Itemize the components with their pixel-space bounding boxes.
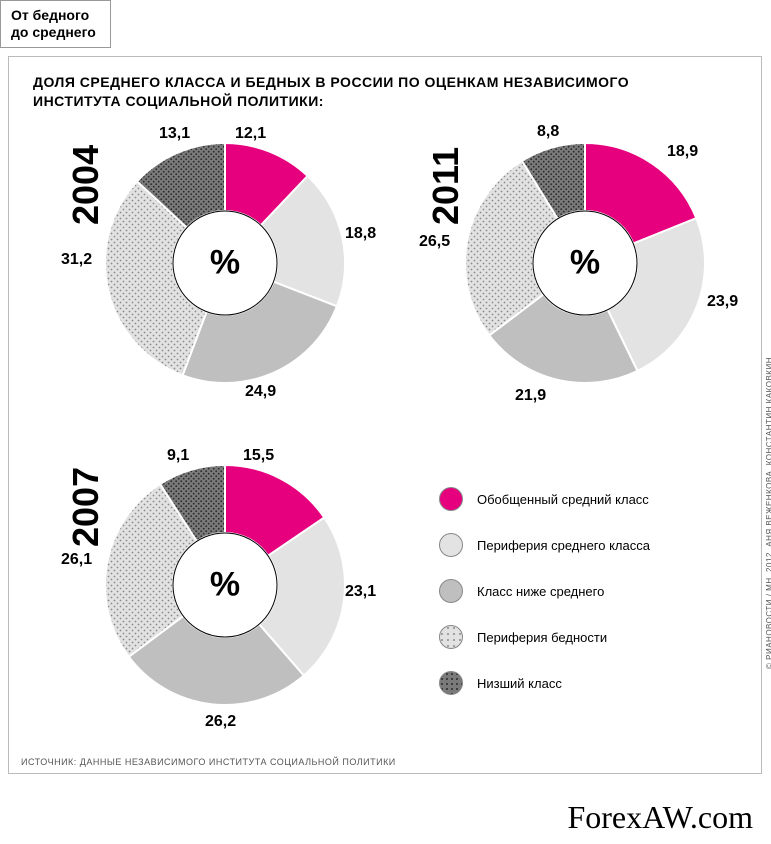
legend-row: Низший класс (439, 671, 739, 695)
legend-label: Низший класс (477, 676, 562, 691)
header-line2: до среднего (11, 24, 96, 40)
slice-value-label: 18,8 (345, 225, 376, 243)
slice-value-label: 18,9 (667, 143, 698, 161)
center-percent: % (210, 566, 240, 605)
slice-value-label: 26,1 (61, 551, 92, 569)
center-percent: % (570, 244, 600, 283)
slice-value-label: 12,1 (235, 125, 266, 143)
legend-label: Обобщенный средний класс (477, 492, 649, 507)
legend-row: Класс ниже среднего (439, 579, 739, 603)
slice-value-label: 9,1 (167, 447, 189, 465)
legend-swatch (439, 625, 463, 649)
legend-label: Класс ниже среднего (477, 584, 604, 599)
legend-row: Обобщенный средний класс (439, 487, 739, 511)
legend-swatch (439, 579, 463, 603)
watermark: ForexAW.com (567, 799, 753, 836)
slice-value-label: 26,2 (205, 713, 236, 731)
slice-value-label: 26,5 (419, 233, 450, 251)
slice-value-label: 31,2 (61, 251, 92, 269)
donut-chart: % (455, 133, 715, 393)
legend-swatch (439, 487, 463, 511)
header-label: От бедного до среднего (0, 0, 111, 48)
slice-value-label: 8,8 (537, 123, 559, 141)
subtitle: ДОЛЯ СРЕДНЕГО КЛАССА И БЕДНЫХ В РОССИИ П… (33, 73, 673, 111)
source-text: ИСТОЧНИК: ДАННЫЕ НЕЗАВИСИМОГО ИНСТИТУТА … (21, 757, 396, 767)
side-credit: © РИАНОВОСТИ / МН, 2012, АНЯ ВЕЖЕНКОВА, … (765, 357, 771, 669)
legend: Обобщенный средний класс Периферия средне… (439, 487, 739, 717)
legend-label: Периферия среднего класса (477, 538, 650, 553)
legend-label: Периферия бедности (477, 630, 607, 645)
slice-value-label: 24,9 (245, 383, 276, 401)
legend-swatch (439, 671, 463, 695)
center-percent: % (210, 244, 240, 283)
slice-value-label: 23,1 (345, 583, 376, 601)
header-line1: От бедного (11, 7, 89, 23)
legend-row: Периферия бедности (439, 625, 739, 649)
legend-row: Периферия среднего класса (439, 533, 739, 557)
legend-swatch (439, 533, 463, 557)
main-panel: ДОЛЯ СРЕДНЕГО КЛАССА И БЕДНЫХ В РОССИИ П… (8, 56, 762, 774)
slice-value-label: 21,9 (515, 387, 546, 405)
donut-chart: % (95, 133, 355, 393)
donut-chart: % (95, 455, 355, 715)
slice-value-label: 23,9 (707, 293, 738, 311)
slice-value-label: 13,1 (159, 125, 190, 143)
slice-value-label: 15,5 (243, 447, 274, 465)
